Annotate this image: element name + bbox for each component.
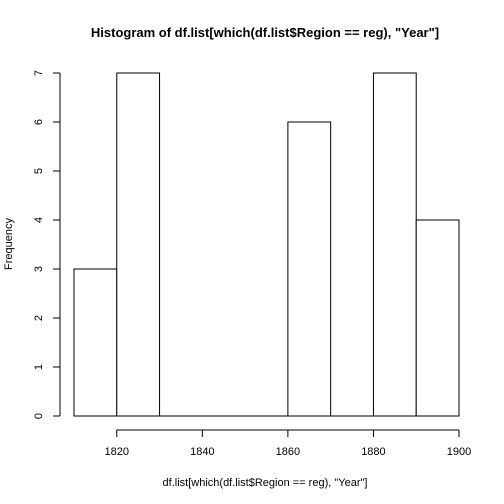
y-tick-label: 7 [33, 70, 45, 76]
x-tick-label: 1840 [190, 446, 214, 458]
y-tick-label: 1 [33, 364, 45, 370]
y-axis: 0 1 2 3 4 5 6 7 [33, 70, 61, 419]
x-tick-label: 1860 [276, 446, 300, 458]
x-axis-label: df.list[which(df.list$Region == reg), "Y… [163, 477, 368, 489]
chart-title: Histogram of df.list[which(df.list$Regio… [91, 25, 439, 40]
histogram-bar [415, 219, 460, 417]
x-tick-label: 1820 [105, 446, 129, 458]
y-tick-label: 0 [33, 413, 45, 419]
y-tick-label: 3 [33, 266, 45, 272]
x-axis: 1820 1840 1860 1880 1900 [105, 429, 471, 458]
y-tick-label: 4 [33, 217, 45, 223]
x-tick-label: 1880 [361, 446, 385, 458]
y-axis-label: Frequency [3, 218, 15, 270]
histogram-bar [372, 72, 417, 417]
x-tick-label: 1900 [447, 446, 471, 458]
y-tick-label: 5 [33, 168, 45, 174]
histogram-bars [73, 72, 460, 417]
histogram-bar [287, 121, 332, 417]
histogram-bar [73, 268, 118, 417]
y-tick-label: 2 [33, 315, 45, 321]
histogram-bar [116, 72, 161, 417]
y-tick-label: 6 [33, 119, 45, 125]
